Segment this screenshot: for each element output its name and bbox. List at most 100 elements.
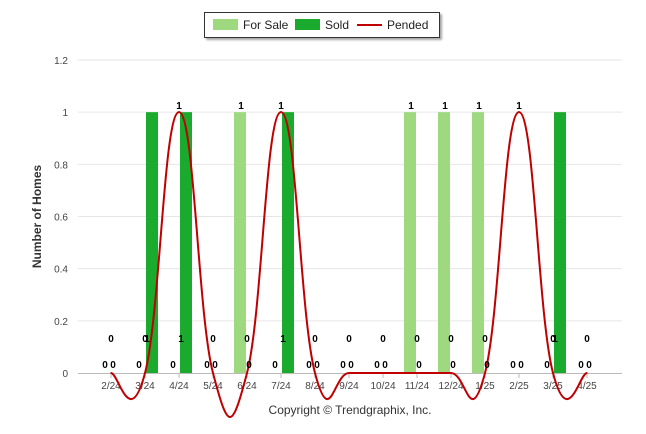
data-label-for-sale: 0 [136, 360, 142, 371]
legend-item-for-sale[interactable]: For Sale [213, 18, 288, 32]
point-pended [314, 372, 316, 374]
data-label-pended: 1 [278, 101, 284, 112]
legend-label-for-sale: For Sale [243, 18, 289, 32]
legend: For Sale Sold Pended [204, 12, 440, 38]
data-label-sold: 0 [212, 360, 218, 371]
data-label-pended: 0 [482, 334, 488, 345]
point-pended [246, 372, 248, 374]
point-pended [450, 372, 452, 374]
data-label-for-sale: 0 [204, 360, 210, 371]
data-label-pended: 0 [550, 334, 556, 345]
data-label-pended: 0 [142, 334, 148, 345]
data-label-for-sale: 0 [340, 360, 346, 371]
data-label-sold: 0 [450, 360, 456, 371]
x-tick-label: 4/24 [169, 381, 189, 392]
data-label-pended: 0 [244, 334, 250, 345]
data-label-for-sale: 0 [544, 360, 550, 371]
data-label-pended: 0 [380, 334, 386, 345]
y-tick-label: 1.2 [54, 56, 68, 67]
data-label-pended: 1 [516, 101, 522, 112]
data-label-sold: 1 [280, 334, 286, 345]
data-label-sold: 1 [144, 334, 150, 345]
data-label-for-sale: 0 [510, 360, 516, 371]
point-pended [110, 372, 112, 374]
data-label-sold: 0 [246, 360, 252, 371]
point-pended [416, 372, 418, 374]
point-pended [178, 111, 180, 113]
y-axis-title: Number of Homes [30, 165, 44, 269]
data-label-for-sale: 0 [102, 360, 108, 371]
data-label-sold: 0 [382, 360, 388, 371]
data-label-sold: 0 [110, 360, 116, 371]
bar-sold [282, 112, 294, 374]
point-pended [212, 372, 214, 374]
data-label-for-sale: 0 [374, 360, 380, 371]
point-pended [280, 111, 282, 113]
point-pended [586, 372, 588, 374]
data-label-for-sale: 1 [408, 101, 414, 112]
data-label-pended: 0 [108, 334, 114, 345]
x-tick-label: 1/25 [475, 381, 495, 392]
bar-for-sale [438, 112, 450, 374]
legend-line-pended [357, 24, 382, 26]
x-tick-label: 8/24 [305, 381, 325, 392]
point-pended [144, 372, 146, 374]
data-label-sold: 1 [178, 334, 184, 345]
point-pended [518, 111, 520, 113]
point-pended [382, 372, 384, 374]
data-label-for-sale: 0 [170, 360, 176, 371]
data-label-for-sale: 1 [442, 101, 448, 112]
bar-sold [180, 112, 192, 374]
data-label-pended: 0 [346, 334, 352, 345]
data-label-for-sale: 0 [272, 360, 278, 371]
bar-for-sale [234, 112, 246, 374]
x-tick-label: 6/24 [237, 381, 257, 392]
x-tick-label: 2/24 [101, 381, 121, 392]
point-pended [484, 372, 486, 374]
point-pended [348, 372, 350, 374]
y-tick-label: 0 [62, 369, 68, 380]
data-label-pended: 0 [448, 334, 454, 345]
x-tick-label: 9/24 [339, 381, 359, 392]
data-label-pended: 0 [210, 334, 216, 345]
data-label-sold: 1 [552, 334, 558, 345]
data-label-pended: 0 [584, 334, 590, 345]
y-tick-label: 0.6 [54, 213, 68, 224]
bar-sold [554, 112, 566, 374]
data-label-pended: 0 [414, 334, 420, 345]
legend-label-sold: Sold [325, 18, 350, 32]
x-tick-label: 2/25 [509, 381, 529, 392]
data-label-for-sale: 1 [238, 101, 244, 112]
data-label-sold: 0 [586, 360, 592, 371]
data-label-sold: 0 [348, 360, 354, 371]
line-pended [110, 111, 588, 419]
data-label-sold: 0 [416, 360, 422, 371]
x-tick-label: 12/24 [438, 381, 463, 392]
y-tick-label: 0.2 [54, 317, 68, 328]
x-tick-label: 5/24 [203, 381, 223, 392]
x-tick-label: 3/25 [543, 381, 563, 392]
legend-item-pended[interactable]: Pended [357, 18, 428, 32]
data-label-pended: 1 [176, 101, 182, 112]
x-tick-label: 11/24 [405, 381, 430, 392]
x-tick-label: 4/25 [577, 381, 597, 392]
point-pended [552, 372, 554, 374]
y-tick-label: 0.4 [54, 265, 68, 276]
x-tick-label: 7/24 [271, 381, 291, 392]
data-label-sold: 0 [314, 360, 320, 371]
legend-swatch-sold [295, 19, 320, 30]
legend-swatch-for-sale [213, 19, 238, 30]
data-label-pended: 0 [312, 334, 318, 345]
y-tick-label: 1 [62, 108, 68, 119]
legend-label-pended: Pended [387, 18, 429, 32]
bar-for-sale [404, 112, 416, 374]
data-label-for-sale: 0 [578, 360, 584, 371]
data-label-sold: 0 [518, 360, 524, 371]
bar-for-sale [472, 112, 484, 374]
data-label-for-sale: 1 [476, 101, 482, 112]
legend-item-sold[interactable]: Sold [295, 18, 349, 32]
x-tick-label: 3/24 [135, 381, 155, 392]
data-label-for-sale: 0 [306, 360, 312, 371]
x-tick-label: 10/24 [370, 381, 395, 392]
